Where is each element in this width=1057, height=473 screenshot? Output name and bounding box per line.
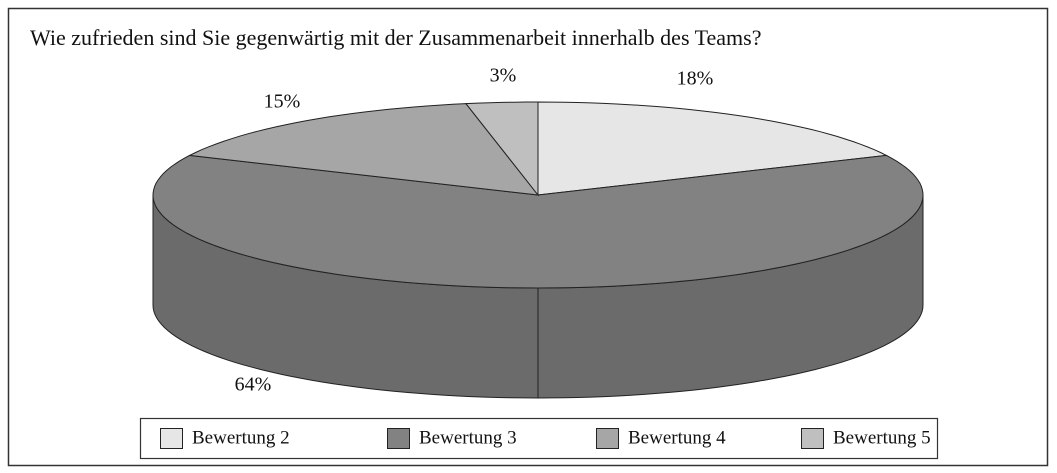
legend-label: Bewertung 4: [628, 427, 726, 448]
chart-title: Wie zufrieden sind Sie gegenwärtig mit d…: [30, 25, 761, 50]
legend-label: Bewertung 2: [192, 427, 290, 448]
legend-swatch: [387, 428, 410, 449]
legend-label: Bewertung 5: [833, 427, 931, 448]
pie-slice: [464, 101, 539, 197]
data-label: 64%: [235, 374, 272, 396]
pie-slice: [187, 103, 540, 196]
data-label: 15%: [264, 91, 301, 113]
pie-slice: [537, 101, 889, 196]
pie-slice: [152, 154, 924, 289]
data-label: 18%: [677, 68, 714, 90]
legend-swatch: [596, 428, 619, 449]
legend-swatch: [801, 428, 824, 449]
legend-label: Bewertung 3: [419, 427, 517, 448]
legend-swatch: [160, 428, 183, 449]
data-label: 3%: [490, 65, 517, 87]
